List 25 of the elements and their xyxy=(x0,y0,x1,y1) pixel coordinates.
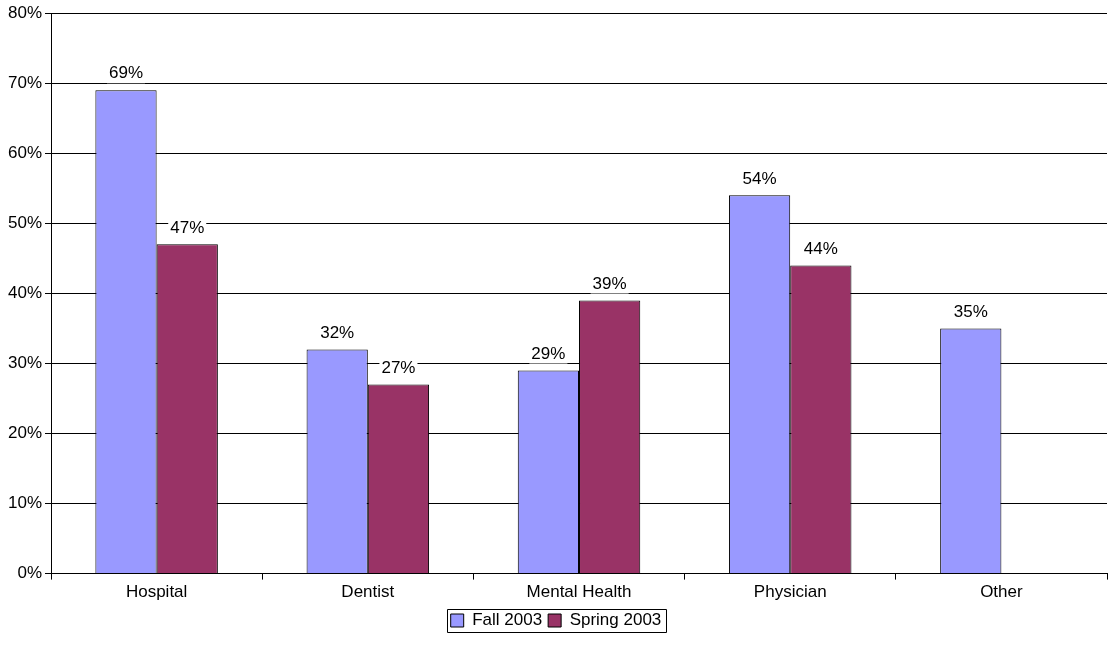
y-tick-label: 20% xyxy=(7,423,43,443)
legend-label: Spring 2003 xyxy=(569,610,662,630)
y-tick-label: 60% xyxy=(7,142,43,162)
y-tick-label: 0% xyxy=(17,563,43,583)
data-label: 32% xyxy=(320,322,355,342)
y-tick-label: 50% xyxy=(7,213,43,233)
x-tick-label: Other xyxy=(980,582,1023,602)
data-label: 54% xyxy=(742,168,777,188)
x-tick-label: Dentist xyxy=(341,582,395,602)
data-label: 69% xyxy=(108,63,144,83)
data-label: 47% xyxy=(170,217,205,237)
y-tick-label: 40% xyxy=(7,283,43,303)
y-tick-label: 70% xyxy=(7,72,43,92)
y-tick-label: 80% xyxy=(7,2,43,22)
legend-label: Fall 2003 xyxy=(472,610,543,630)
x-tick-label: Hospital xyxy=(125,582,188,602)
x-tick-label: Physician xyxy=(753,582,827,602)
x-tick-label: Mental Health xyxy=(526,582,632,602)
y-tick-label: 10% xyxy=(7,493,43,513)
data-label: 27% xyxy=(381,357,416,377)
y-tick-label: 30% xyxy=(7,353,43,373)
data-label: 35% xyxy=(953,301,988,321)
data-label: 29% xyxy=(531,343,566,363)
data-label: 44% xyxy=(803,238,838,258)
data-label: 39% xyxy=(592,273,627,293)
